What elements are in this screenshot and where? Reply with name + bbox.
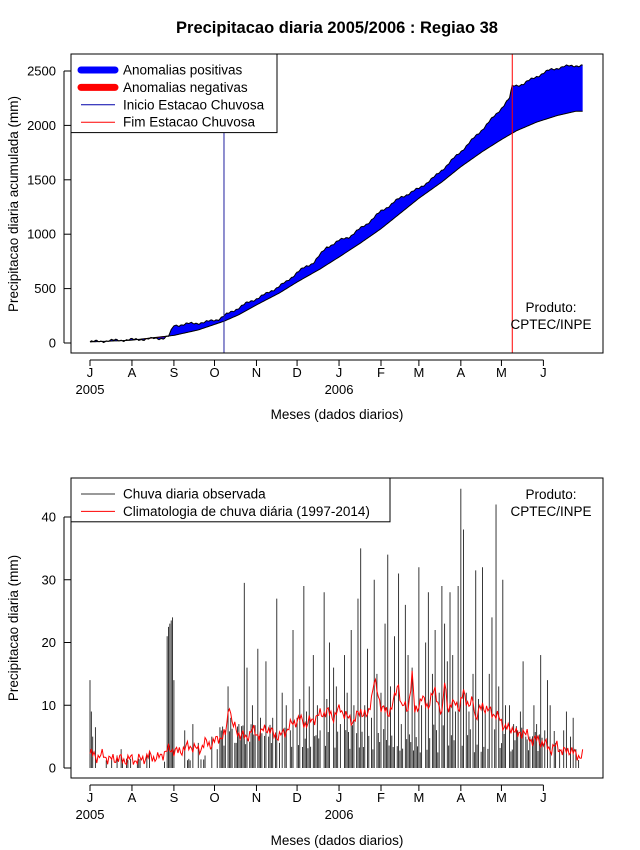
x-tick-label: O [209,790,219,805]
y-axis-label: Precipitacao diaria acumulada (mm) [6,96,21,312]
y-tick-label: 10 [42,698,56,713]
x-tick-label: J [540,365,547,380]
legend-label: Anomalias positivas [123,63,243,78]
positive-anomaly-area [90,64,583,343]
chart-title: Precipitacao diaria 2005/2006 : Regiao 3… [176,19,498,37]
year-label: 2006 [325,807,354,822]
x-tick-label: J [336,790,343,805]
cumulative-legend: Anomalias positivas Anomalias negativas In… [70,53,278,134]
x-tick-label: O [209,365,219,380]
x-tick-label: N [252,790,261,805]
x-tick-label: J [540,790,547,805]
x-tick-label: M [496,790,507,805]
x-tick-label: A [128,365,137,380]
legend-label: Anomalias negativas [123,80,248,95]
x-tick-label: M [413,365,424,380]
y-tick-label: 20 [42,635,56,650]
x-tick-label: M [496,365,507,380]
credit-line-2: CPTEC/INPE [510,504,591,519]
credit-line-1: Produto: [525,300,576,315]
legend-box [70,477,391,523]
daily-chart: 0 10 20 30 40 J A S O N D J F M A M J 2005 2006 Chuva diar… [6,477,604,848]
y-tick-label: 30 [42,572,56,587]
climatology-cumulative-line [89,110,583,343]
legend-label: Fim Estacao Chuvosa [123,115,256,130]
x-axis-label: Meses (dados diarios) [271,833,404,848]
x-tick-label: A [457,790,466,805]
y-tick-label: 2000 [27,118,56,133]
x-tick-label: S [170,790,179,805]
x-tick-label: M [413,790,424,805]
x-tick-label: S [170,365,179,380]
year-label: 2006 [325,382,354,397]
y-tick-label: 500 [34,281,56,296]
cumulative-chart: 0 500 1000 1500 2000 2500 J A S O N D J F M A M J 2005 2006… [6,53,604,422]
x-tick-label: F [377,365,385,380]
y-tick-label: 1500 [27,172,56,187]
y-tick-label: 0 [49,761,56,776]
x-tick-label: F [377,790,385,805]
observed-cumulative-line [89,64,583,344]
x-tick-label: D [292,790,301,805]
y-axis-label: Precipitacao diaria (mm) [6,555,21,701]
x-tick-label: J [87,365,94,380]
credit-line-1: Produto: [525,487,576,502]
year-label: 2005 [76,382,105,397]
daily-legend: Chuva diaria observada Climatologia de ch… [70,477,391,523]
daily-marks [89,488,584,768]
climatology-daily-line [89,670,584,766]
x-tick-label: J [87,790,94,805]
x-tick-label: D [292,365,301,380]
daily-axes: 0 10 20 30 40 J A S O N D J F M A M J 2005 2006 [42,510,547,823]
x-tick-label: A [457,365,466,380]
legend-label: Chuva diaria observada [123,487,266,502]
cumulative-axes: 0 500 1000 1500 2000 2500 J A S O N D J F M A M J 2005 2006 [27,64,547,398]
x-tick-label: N [252,365,261,380]
y-tick-label: 1000 [27,227,56,242]
legend-label: Inicio Estacao Chuvosa [123,97,265,112]
plot-frame [70,53,604,354]
cumulative-marks [89,54,583,353]
y-tick-label: 0 [49,336,56,351]
credit-line-2: CPTEC/INPE [510,317,591,332]
y-tick-label: 40 [42,510,56,525]
x-axis-label: Meses (dados diarios) [271,407,404,422]
legend-label: Climatologia de chuva diária (1997-2014) [123,504,370,519]
y-tick-label: 2500 [27,64,56,79]
x-tick-label: A [128,790,137,805]
year-label: 2005 [76,807,105,822]
x-tick-label: J [336,365,343,380]
